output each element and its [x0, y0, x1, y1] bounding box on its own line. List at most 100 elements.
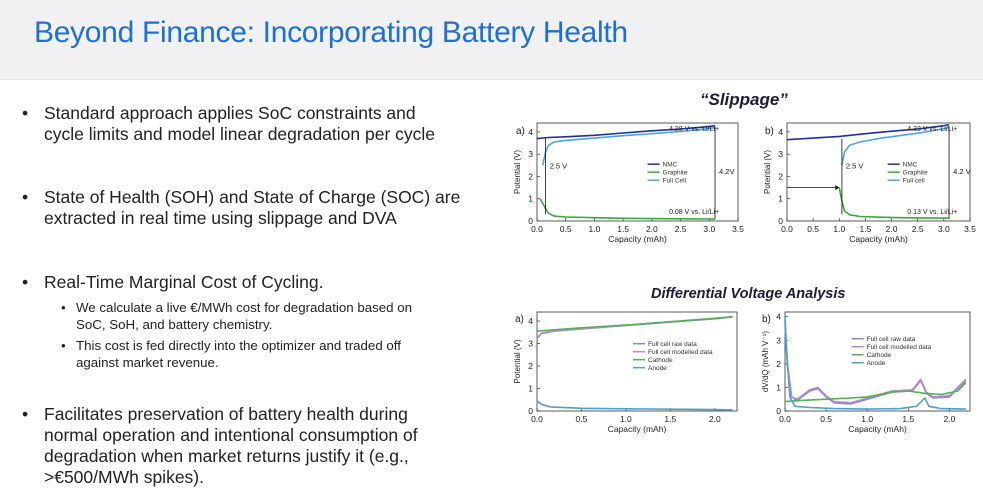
x-tick-label: 2.0 [886, 224, 898, 234]
y-axis-label: Potential (V) [513, 150, 522, 194]
panel-label: b) [762, 314, 771, 325]
sub-bullet-dot-icon: • [61, 338, 66, 353]
series-line-anode [784, 316, 966, 410]
x-tick-label: 1.0 [861, 414, 873, 424]
annotation-bottom: 0.08 V vs. Li/Li+ [669, 209, 719, 216]
bullet-line: extracted in real time using slippage an… [44, 208, 397, 228]
bullet-dot-icon: • [22, 404, 29, 424]
dva-heading: Differential Voltage Analysis [651, 286, 846, 302]
y-tick-label: 4 [776, 312, 781, 322]
x-tick-label: 1.5 [902, 414, 914, 424]
series-line-cathode [536, 315, 733, 332]
chart-panel-4: b) 0.0 0.5 1.0 1.5 2.0 0 1 2 3 4 Capacity (mAh) dV/d… [761, 311, 971, 434]
y-tick-label: 0 [528, 406, 533, 416]
x-axis-label: Capacity (mAh) [849, 234, 908, 244]
slippage-heading: “Slippage” [700, 90, 788, 109]
slide-header: Beyond Finance: Incorporating Battery He… [0, 0, 983, 80]
annotation-bottom: 0.13 V vs. Li/Li+ [907, 209, 957, 216]
legend-label: NMC [663, 162, 678, 169]
sub-bullet-line: against market revenue. [76, 355, 219, 370]
y-tick-label: 1 [776, 382, 781, 392]
y-tick-label: 3 [528, 149, 533, 159]
panel-label: b) [765, 126, 774, 137]
series-line-graphite [838, 187, 950, 219]
y-tick-label: 4 [528, 316, 533, 326]
x-tick-label: 0.0 [531, 224, 543, 234]
bullet-line: cycle limits and model linear degradatio… [44, 124, 436, 144]
annotation-left: 2.5 V [550, 162, 568, 171]
y-tick-label: 1 [778, 194, 783, 204]
chart-panel-3: a) 0.0 0.5 1.0 1.5 2.0 0 1 2 3 4 Capacity (mAh) Pote… [513, 311, 738, 434]
annotation-right: 4.2V [719, 167, 734, 176]
sub-bullet-line: This cost is fed directly into the optim… [76, 338, 401, 353]
x-tick-label: 0.5 [576, 414, 588, 424]
series-line-anode [536, 400, 733, 411]
bullet-dot-icon: • [22, 272, 29, 292]
annotation-right: 4.2 V [953, 167, 971, 176]
x-tick-label: 2.5 [675, 224, 687, 234]
x-tick-label: 0.5 [820, 414, 832, 424]
arrowhead-icon [835, 185, 840, 191]
series-line-full-cell [541, 126, 716, 166]
panel-label: a) [515, 314, 524, 325]
legend-label: NMC [903, 162, 918, 169]
x-tick-label: 2.5 [912, 224, 924, 234]
bullet-line: Facilitates preservation of battery heal… [44, 404, 408, 424]
series-line-cathode [784, 382, 967, 403]
series-line-full-cell [841, 126, 950, 166]
x-tick-label: 0.5 [560, 224, 572, 234]
x-tick-label: 1.0 [833, 224, 845, 234]
bullet-3: • Real-Time Marginal Cost of Cycling. [22, 272, 324, 293]
x-tick-label: 3.0 [938, 224, 950, 234]
bullet-line: Real-Time Marginal Cost of Cycling. [44, 272, 324, 292]
chart-panel-2: b) 0.0 0.5 1.0 1.5 2.0 2.5 3.0 3.5 0 1 2 3 4 Capacity … [763, 122, 976, 244]
legend-label: Full Cell [663, 178, 687, 185]
x-tick-label: 1.5 [860, 224, 872, 234]
y-tick-label: 4 [778, 127, 783, 137]
y-tick-label: 0 [776, 406, 781, 416]
x-tick-label: 1.5 [664, 414, 676, 424]
legend-label: Cathode [867, 352, 892, 359]
legend-label: Full cell [903, 178, 926, 185]
x-axis-label: Capacity (mAh) [608, 234, 667, 244]
y-tick-label: 3 [778, 149, 783, 159]
x-tick-label: 2.0 [646, 224, 658, 234]
legend-label: Graphite [903, 170, 928, 177]
y-tick-label: 0 [778, 216, 783, 226]
plot-frame [536, 311, 738, 412]
x-tick-label: 3.5 [964, 224, 976, 234]
sub-bullet-line: SoC, SoH, and battery chemistry. [76, 317, 273, 332]
legend-label: Full cell modelled data [648, 349, 713, 356]
y-tick-label: 1 [528, 384, 533, 394]
bullet-line: >€500/MWh spikes). [44, 467, 204, 487]
x-tick-label: 0.0 [531, 414, 543, 424]
y-tick-label: 2 [528, 171, 533, 181]
plot-frame [536, 122, 739, 222]
bullet-line: degradation when market returns justify … [44, 446, 409, 466]
legend-label: Graphite [663, 170, 688, 177]
x-tick-label: 1.5 [617, 224, 629, 234]
x-tick-label: 3.5 [732, 224, 744, 234]
y-tick-label: 3 [776, 335, 781, 345]
annotation-top: 4.28 V vs. Li/Li+ [669, 126, 719, 133]
bullet-line: State of Health (SOH) and State of Charg… [44, 187, 461, 207]
plot-frame [786, 122, 971, 222]
bullet-2: • State of Health (SOH) and State of Cha… [22, 187, 461, 229]
x-tick-label: 2.0 [709, 414, 721, 424]
y-tick-label: 2 [778, 171, 783, 181]
slide-title: Beyond Finance: Incorporating Battery He… [34, 16, 628, 49]
y-tick-label: 2 [776, 359, 781, 369]
plot-frame [784, 311, 971, 412]
annotation-left: 2.5 V [846, 162, 864, 171]
sub-bullet-dot-icon: • [61, 300, 66, 315]
y-axis-label: dV/dQ (mAh V⁻¹) [761, 331, 770, 392]
legend-label: Anode [648, 365, 667, 372]
x-tick-label: 0.5 [807, 224, 819, 234]
x-axis-label: Capacity (mAh) [848, 424, 907, 434]
series-line-full-cell-raw-data [536, 316, 733, 340]
bullet-line: Standard approach applies SoC constraint… [44, 103, 416, 123]
series-line-nmc [786, 123, 950, 141]
x-tick-label: 1.0 [620, 414, 632, 424]
series-line-graphite [539, 198, 716, 220]
